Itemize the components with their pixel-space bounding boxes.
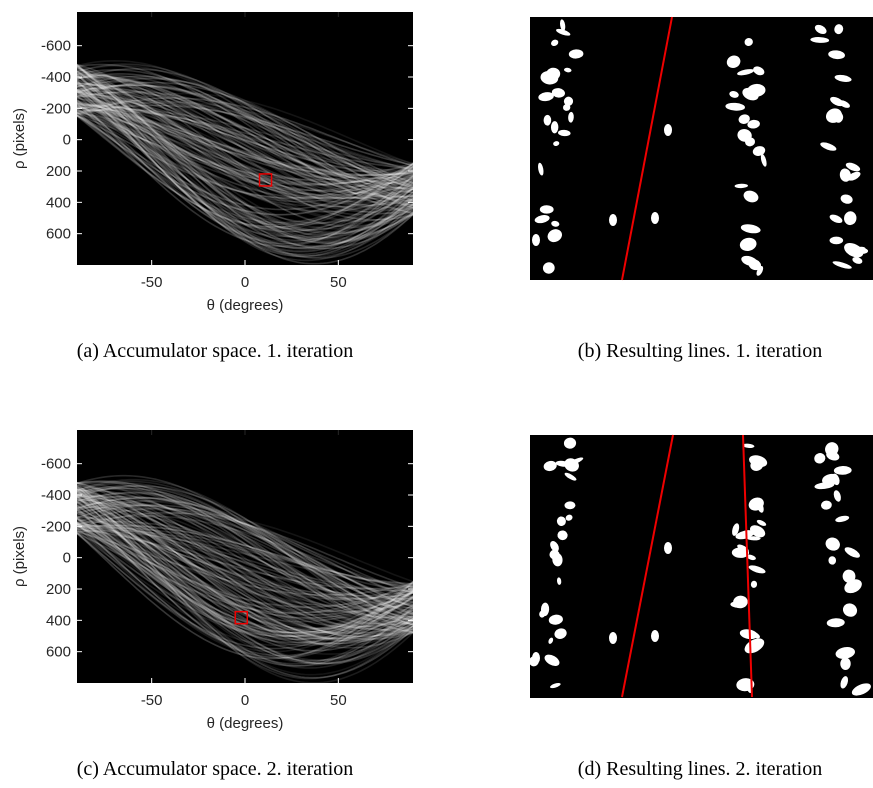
binary-image (530, 435, 873, 698)
x-axis-label: θ (degrees) (207, 715, 284, 732)
figure: (a) Accumulator space. 1. iteration -50 0 5… (0, 0, 873, 788)
lane-blob (532, 652, 540, 664)
panel: (d) Resulting lines. 2. iteration (529, 435, 873, 780)
y-tick-label: -200 (41, 518, 71, 535)
y-tick-label: 200 (46, 163, 71, 180)
caption: (b) Resulting lines. 1. iteration (578, 340, 822, 362)
panel: (a) Accumulator space. 1. iteration -50 0 5… (11, 12, 417, 362)
panel: (c) Accumulator space. 2. iteration -50 0 5… (11, 430, 417, 780)
y-tick-label: 600 (46, 226, 71, 243)
y-tick-label: -600 (41, 456, 71, 473)
lane-blob (609, 632, 617, 644)
x-tick-label: 0 (241, 274, 249, 291)
lane-blob (830, 237, 844, 245)
x-tick-label: 50 (330, 274, 347, 291)
lane-blob (532, 234, 540, 246)
y-axis-label: ρ (pixels) (11, 108, 28, 169)
y-tick-label: -200 (41, 100, 71, 117)
y-tick-label: -400 (41, 487, 71, 504)
x-tick-label: 50 (330, 692, 347, 709)
x-tick-label: 0 (241, 692, 249, 709)
y-axis-label: ρ (pixels) (11, 526, 28, 587)
lane-blob (664, 124, 672, 136)
lane-blob (651, 212, 659, 224)
caption: (c) Accumulator space. 2. iteration (77, 758, 354, 780)
lane-blob (664, 542, 672, 554)
lane-blob (609, 214, 617, 226)
caption: (d) Resulting lines. 2. iteration (578, 758, 822, 780)
panel: (b) Resulting lines. 1. iteration (530, 17, 873, 362)
y-tick-label: 600 (46, 644, 71, 661)
y-tick-label: 400 (46, 194, 71, 211)
caption: (a) Accumulator space. 1. iteration (77, 340, 354, 362)
y-tick-label: -600 (41, 38, 71, 55)
y-tick-label: -400 (41, 69, 71, 86)
x-tick-label: -50 (141, 692, 163, 709)
y-tick-label: 400 (46, 612, 71, 629)
y-tick-label: 200 (46, 581, 71, 598)
lane-blob (651, 630, 659, 642)
x-tick-label: -50 (141, 274, 163, 291)
x-axis-label: θ (degrees) (207, 297, 284, 314)
y-tick-label: 0 (63, 550, 71, 567)
y-tick-label: 0 (63, 132, 71, 149)
